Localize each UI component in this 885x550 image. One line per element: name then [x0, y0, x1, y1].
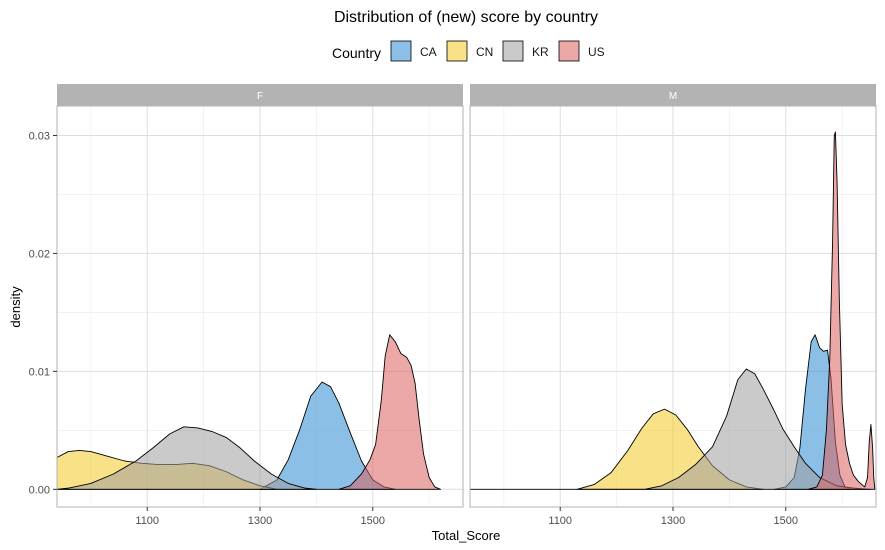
legend-key-ca	[390, 40, 412, 62]
y-tick-label: 0.00	[29, 484, 50, 496]
y-tick-label: 0.02	[29, 248, 50, 260]
x-tick-label: 1300	[661, 515, 685, 527]
y-axis-title: density	[8, 286, 23, 328]
x-axis-title: Total_Score	[432, 528, 501, 543]
legend-key-kr	[502, 40, 524, 62]
y-tick-label: 0.01	[29, 366, 50, 378]
density-areas	[57, 334, 441, 490]
panel-m: M 1100 1300 1500	[469, 84, 877, 527]
legend-item-kr: KR	[502, 40, 549, 62]
x-tick-label: 1100	[548, 515, 572, 527]
legend-label-ca: CA	[420, 45, 437, 59]
x-tick-label: 1300	[248, 515, 272, 527]
density-area-f-kr	[57, 426, 317, 490]
density-area-f-us	[338, 334, 441, 490]
y-tick-label: 0.03	[29, 130, 50, 142]
facet-strip-m	[470, 84, 876, 106]
density-areas	[470, 131, 876, 490]
density-area-m-us	[807, 131, 876, 490]
legend-label-cn: CN	[476, 45, 493, 59]
legend: Country CA CN KR US	[332, 40, 605, 62]
facet-panels: F 1100 1300 1500 0.00 0.01 0.02 0.03 M 1100 1300 15…	[29, 84, 877, 527]
legend-key-cn	[446, 40, 468, 62]
x-tick-label: 1100	[135, 515, 159, 527]
x-tick-label: 1500	[361, 515, 385, 527]
legend-item-cn: CN	[446, 40, 493, 62]
facet-label-f: F	[257, 91, 263, 102]
legend-label-us: US	[588, 45, 605, 59]
panel-f: F 1100 1300 1500 0.00 0.01 0.02 0.03	[29, 84, 464, 527]
legend-key-us	[558, 40, 580, 62]
legend-title: Country	[332, 45, 381, 61]
legend-label-kr: KR	[532, 45, 549, 59]
facet-label-m: M	[669, 91, 677, 102]
legend-item-us: US	[558, 40, 605, 62]
facet-strip-f	[57, 84, 463, 106]
x-tick-label: 1500	[774, 515, 798, 527]
legend-item-ca: CA	[390, 40, 437, 62]
chart-title: Distribution of (new) score by country	[334, 9, 598, 26]
